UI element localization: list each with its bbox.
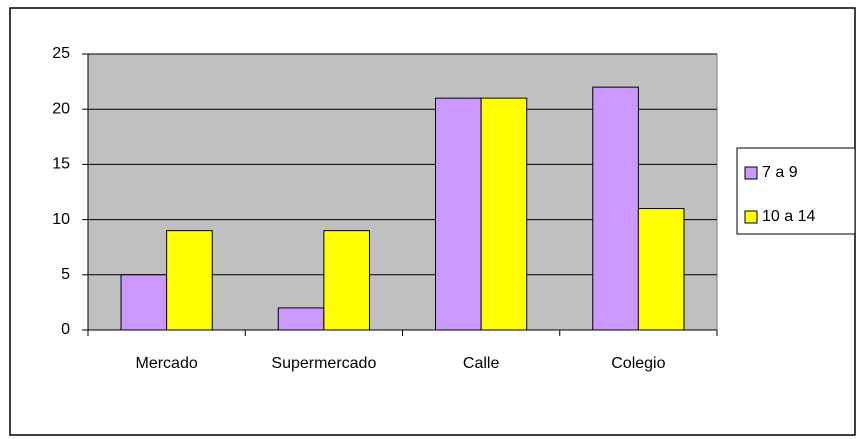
legend-swatch (744, 210, 758, 224)
bar (480, 97, 528, 331)
bar (435, 97, 482, 331)
x-tick-label: Colegio (611, 355, 665, 372)
bar (637, 208, 685, 331)
y-tick-label: 10 (52, 211, 70, 228)
legend-swatch (744, 166, 758, 180)
x-tick-label: Calle (463, 355, 500, 372)
y-tick-label: 25 (52, 45, 70, 62)
y-tick-label: 20 (52, 100, 70, 117)
bar (120, 274, 168, 331)
bar (166, 230, 213, 331)
bar (323, 230, 370, 331)
legend-label: 10 a 14 (762, 208, 815, 225)
bar (277, 307, 325, 331)
bar (592, 86, 639, 331)
y-tick-label: 0 (61, 321, 70, 338)
y-tick-label: 15 (52, 156, 70, 173)
x-tick-label: Supermercado (271, 355, 376, 372)
x-tick-label: Mercado (136, 355, 198, 372)
legend-label: 7 a 9 (762, 164, 798, 181)
y-tick-label: 5 (61, 266, 70, 283)
